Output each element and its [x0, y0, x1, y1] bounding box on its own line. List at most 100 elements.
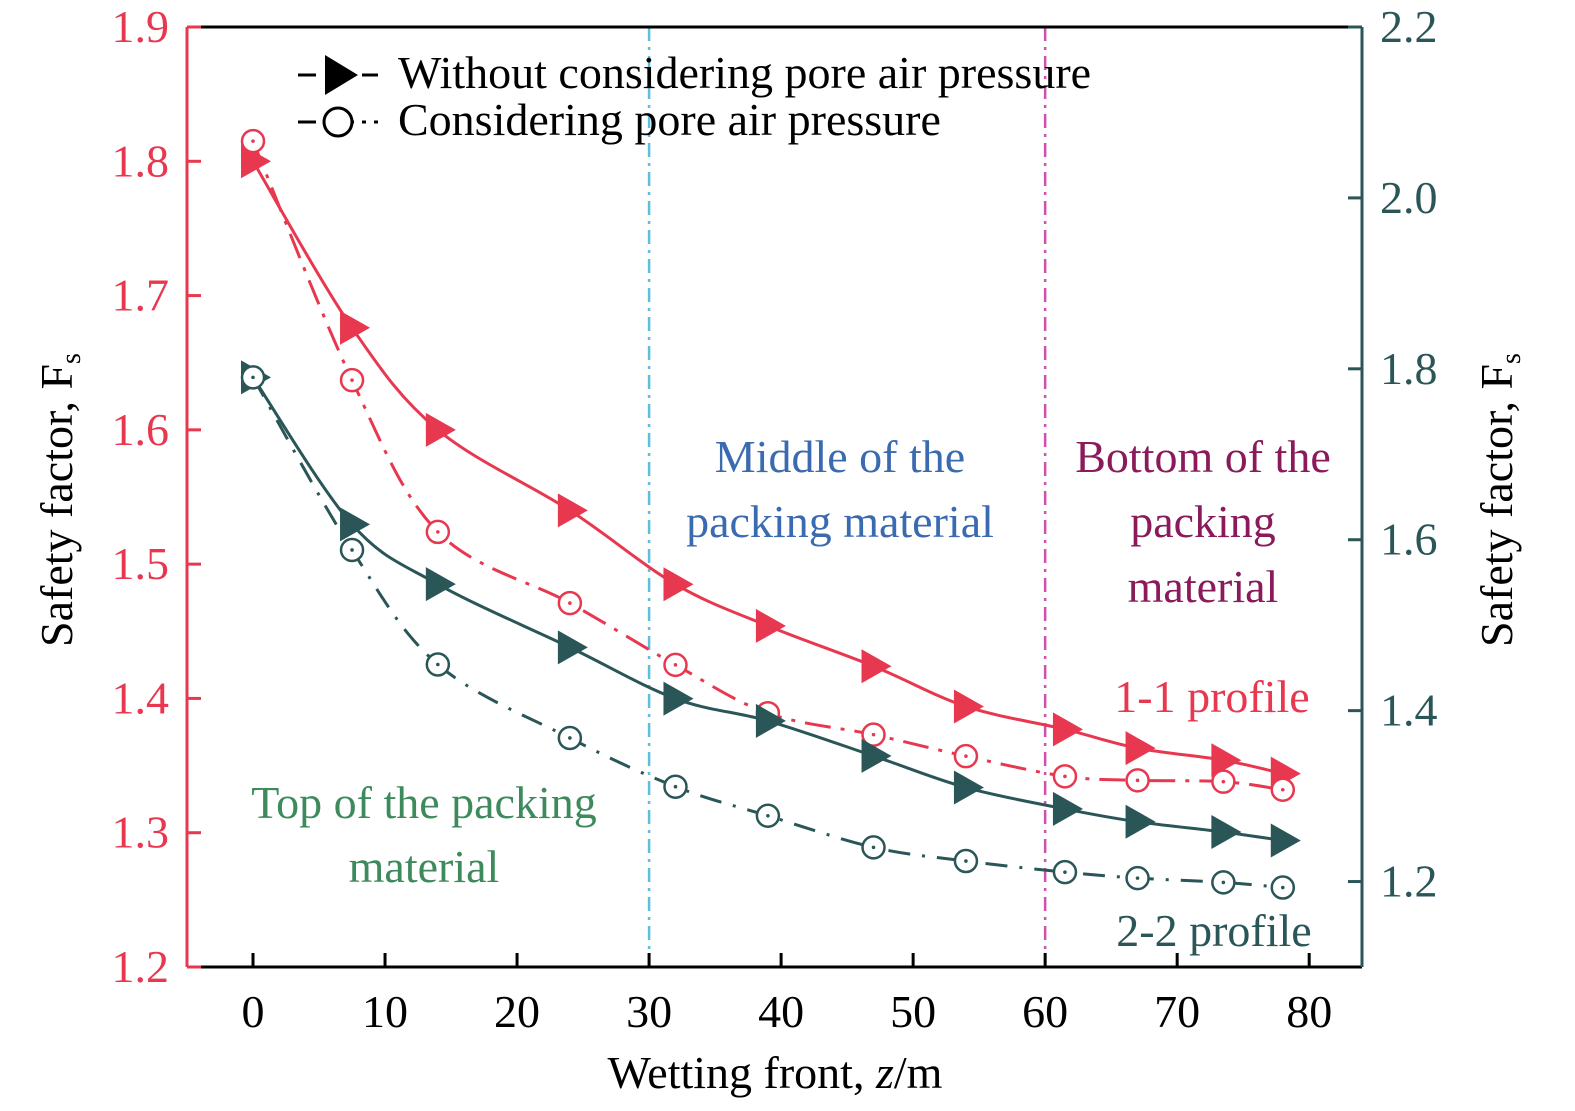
data-point-triangle	[1125, 804, 1156, 839]
y-axis-left-title: Safety factor, Fs	[31, 353, 87, 647]
data-point-triangle	[953, 770, 984, 805]
annotation-middle-line1: Middle of the	[715, 431, 965, 482]
y-axis-right-title: Safety factor, Fs	[1471, 353, 1527, 647]
legend-label-without: Without considering pore air pressure	[398, 47, 1091, 98]
annotation-middle-line2: packing material	[686, 496, 994, 547]
data-point-center	[766, 813, 770, 818]
y-right-tick-label: 1.2	[1380, 856, 1438, 907]
data-point-center	[964, 859, 968, 863]
data-point-center	[568, 736, 572, 740]
series-1-1-triangle	[241, 144, 1301, 791]
data-point-triangle	[1052, 712, 1083, 747]
data-point-center	[1135, 876, 1140, 880]
legend-entry-with: Considering pore air pressure	[298, 94, 941, 145]
data-point-center	[1221, 779, 1226, 784]
y-left-tick-label: 1.4	[112, 672, 170, 723]
x-tick-label: 30	[626, 986, 672, 1037]
y-axis-left-title-text: Safety factor, Fs	[31, 353, 87, 647]
data-point-center	[871, 845, 876, 850]
annotation-profile-1-1: 1-1 profile	[1114, 671, 1309, 722]
data-point-triangle	[663, 567, 694, 602]
annotation-profile-2-2: 2-2 profile	[1116, 905, 1311, 956]
data-point-center	[964, 754, 968, 758]
y-left-tick-label: 1.5	[112, 538, 170, 589]
data-point-center	[350, 378, 354, 382]
legend-circle-marker	[322, 106, 354, 138]
series-line	[251, 140, 1283, 792]
data-point-triangle	[1125, 731, 1156, 766]
data-point-triangle	[755, 608, 786, 643]
data-point-triangle	[425, 412, 456, 447]
x-tick-label: 50	[890, 986, 936, 1037]
data-point-center	[673, 663, 678, 667]
x-tick-label: 40	[758, 986, 804, 1037]
legend-triangle-marker	[325, 55, 358, 95]
series-2-2-triangle	[241, 360, 1301, 858]
data-point-triangle	[1211, 814, 1242, 849]
series-1-1-circle	[240, 128, 1296, 802]
data-point-triangle	[663, 681, 694, 716]
y-axis-right-title-text: Safety factor, Fs	[1471, 353, 1527, 647]
series-2-2-circle	[240, 365, 1296, 900]
data-point-center	[1063, 870, 1067, 874]
y-left-tick-label: 1.2	[112, 941, 170, 992]
data-point-triangle	[340, 310, 371, 345]
y-right-tick-label: 2.0	[1380, 172, 1438, 223]
x-axis-title: Wetting front, z/m	[608, 1047, 943, 1098]
y-left-tick-label: 1.6	[112, 404, 170, 455]
y-left-tick-label: 1.8	[112, 135, 170, 186]
data-point-center	[1280, 885, 1285, 890]
legend-entry-without: Without considering pore air pressure	[298, 47, 1091, 98]
data-point-triangle	[557, 630, 588, 665]
data-point-triangle	[1211, 743, 1242, 778]
y-right-tick-label: 1.6	[1380, 514, 1438, 565]
annotation-bottom-line1: Bottom of the	[1075, 431, 1331, 482]
data-point-center	[673, 784, 678, 789]
data-point-center	[871, 732, 876, 737]
y-left-tick-label: 1.9	[112, 1, 170, 52]
data-point-center	[568, 601, 572, 605]
y-left-tick-label: 1.3	[112, 807, 170, 858]
data-point-center	[436, 530, 440, 534]
data-point-triangle	[241, 144, 272, 179]
annotation-top-line1: Top of the packing	[251, 777, 597, 828]
x-axis-title-unit: /m	[894, 1047, 943, 1098]
data-point-center	[1135, 778, 1140, 783]
annotation-bottom-line3: material	[1128, 561, 1279, 612]
data-point-center	[436, 662, 440, 667]
data-point-triangle	[557, 493, 588, 528]
data-point-center	[1280, 787, 1285, 792]
data-point-center	[251, 139, 255, 143]
data-point-triangle	[425, 567, 456, 602]
data-point-triangle	[953, 689, 984, 724]
x-tick-label: 80	[1286, 986, 1332, 1037]
data-point-triangle	[1052, 791, 1083, 826]
annotations: Top of the packing material Middle of th…	[251, 431, 1331, 956]
legend-label-with: Considering pore air pressure	[398, 94, 941, 145]
x-axis-title-text: Wetting front,	[608, 1047, 876, 1098]
data-point-center	[350, 548, 354, 552]
data-point-triangle	[861, 738, 892, 773]
y-right-tick-label: 1.4	[1380, 685, 1438, 736]
data-point-triangle	[1270, 823, 1301, 858]
data-point-center	[1063, 774, 1067, 779]
x-axis-title-var: z	[875, 1047, 894, 1098]
x-tick-label: 60	[1022, 986, 1068, 1037]
data-point-center	[251, 375, 255, 380]
data-point-center	[1221, 880, 1226, 885]
x-tick-label: 10	[362, 986, 408, 1037]
data-point-triangle	[340, 507, 371, 542]
legend: Without considering pore air pressure Co…	[298, 47, 1091, 145]
x-tick-label: 20	[494, 986, 540, 1037]
annotation-top-line2: material	[349, 841, 500, 892]
y-left-tick-label: 1.7	[112, 270, 170, 321]
data-point-triangle	[861, 649, 892, 684]
y-right-tick-label: 1.8	[1380, 343, 1438, 394]
x-tick-label: 0	[242, 986, 265, 1037]
y-right-tick-label: 2.2	[1380, 1, 1438, 52]
annotation-bottom-line2: packing	[1130, 496, 1276, 547]
x-tick-label: 70	[1154, 986, 1200, 1037]
data-point-triangle	[755, 703, 786, 738]
